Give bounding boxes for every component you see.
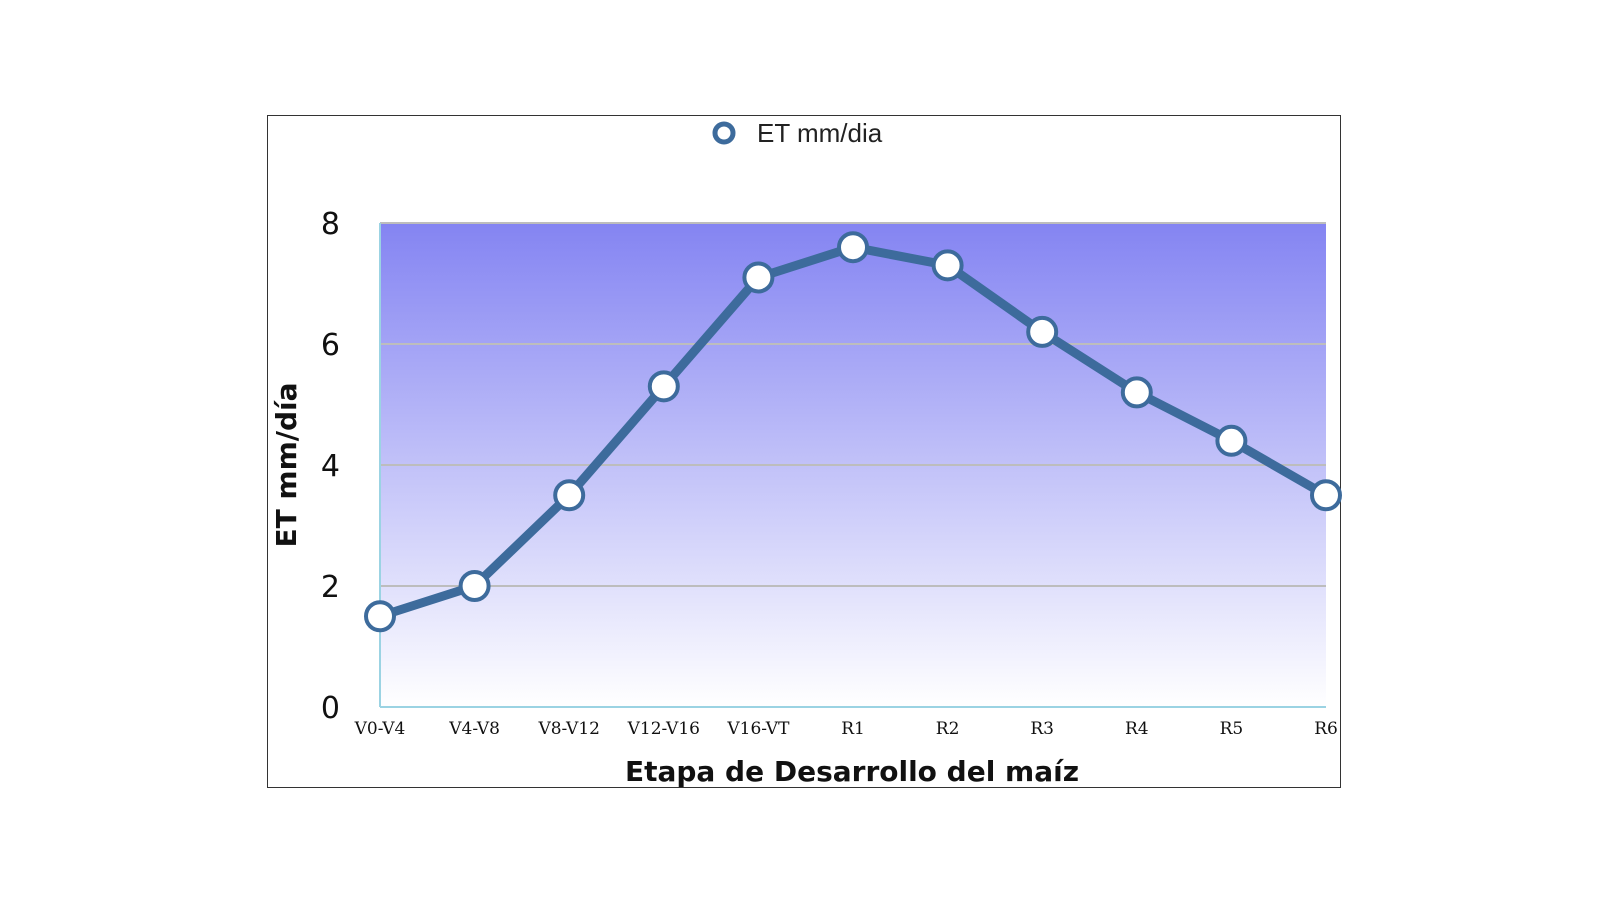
data-point-R2 — [931, 249, 964, 282]
data-point-R6 — [1310, 479, 1342, 512]
data-point-V0-V4 — [364, 600, 396, 633]
data-point-R5 — [1215, 424, 1248, 457]
data-point-R4 — [1120, 376, 1153, 409]
data-point-R1 — [837, 231, 869, 264]
legend-label: ET mm/dia — [757, 118, 883, 148]
y-tick-label: 4 — [321, 449, 340, 484]
x-tick-label: V4-V8 — [448, 719, 500, 739]
data-point-V8-V12 — [553, 479, 586, 512]
x-tick-label: V0-V4 — [354, 719, 406, 739]
x-tick-label: R4 — [1125, 719, 1149, 739]
legend-marker-icon — [712, 121, 736, 145]
legend: ET mm/dia — [712, 118, 883, 148]
y-tick-label: 6 — [321, 328, 340, 363]
x-tick-label: R2 — [936, 719, 960, 739]
x-tick-label: R3 — [1030, 719, 1054, 739]
x-tick-label: R1 — [841, 719, 865, 739]
data-point-V16-VT — [742, 261, 775, 294]
x-tick-label: R6 — [1314, 719, 1338, 739]
y-tick-labels: 0 2 4 6 8 — [321, 207, 340, 726]
x-tick-labels: V0-V4 V4-V8 V8-V12 V12-V16 V16-VT R1 R2 R3 R4 R5 R… — [354, 719, 1338, 739]
gridlines — [380, 222, 1326, 587]
y-tick-label: 0 — [321, 691, 340, 726]
y-tick-label: 2 — [321, 570, 340, 605]
data-point-V12-V16 — [647, 370, 680, 403]
x-tick-label: V12-V16 — [627, 719, 700, 739]
x-axis-title: Etapa de Desarrollo del maíz — [625, 755, 1079, 788]
x-tick-label: V16-VT — [726, 719, 790, 739]
y-tick-label: 8 — [321, 207, 340, 242]
series-et — [364, 231, 1342, 633]
x-tick-label: V8-V12 — [537, 719, 600, 739]
x-tick-label: R5 — [1220, 719, 1244, 739]
data-point-V4-V8 — [458, 570, 491, 602]
y-axis-title: ET mm/día — [270, 382, 303, 547]
data-point-R3 — [1026, 315, 1059, 348]
